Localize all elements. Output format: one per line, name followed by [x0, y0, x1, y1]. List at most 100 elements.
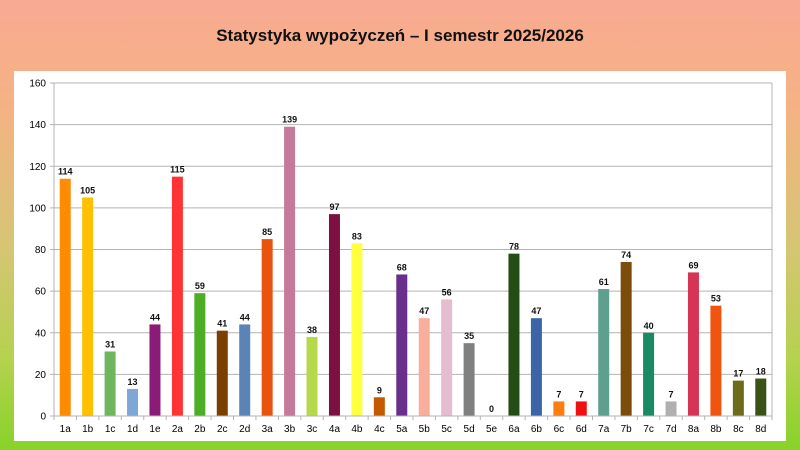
data-label-2d: 44: [240, 312, 250, 322]
x-axis-ticks: 1a 1b 1c 1d 1e 2a 2b 2c 2d 3a 3b 3c 4a 4b 4c 5a 5b 5c 5d 5e…: [53, 415, 773, 435]
data-label-4a: 97: [329, 202, 339, 212]
gridlines: [54, 82, 772, 417]
chart-title: Statystyka wypożyczeń – I semestr 2025/2…: [216, 26, 584, 45]
y-tick-label: 0: [40, 412, 46, 423]
x-tick-label-7a: 7a: [598, 424, 610, 435]
x-tick-label-7b: 7b: [621, 424, 633, 435]
y-tick-label: 160: [29, 79, 46, 90]
x-tick-label-6c: 6c: [554, 424, 565, 435]
x-tick-label-3b: 3b: [284, 424, 296, 435]
data-label-5a: 68: [397, 262, 407, 272]
data-label-8c: 17: [733, 369, 743, 379]
data-label-8b: 53: [711, 294, 721, 304]
data-label-6b: 47: [531, 306, 541, 316]
y-axis-ticks: 0 20 40 60 80 100 120 140 160: [29, 79, 773, 423]
data-label-1b: 105: [80, 185, 95, 195]
chart-panel: 0 20 40 60 80 100 120 140 160 114 105 31 13 44 115 59 4…: [14, 71, 786, 441]
x-tick-label-2a: 2a: [172, 424, 184, 435]
x-tick-label-5a: 5a: [396, 424, 408, 435]
data-label-3b: 139: [282, 115, 297, 125]
bar-7b: [620, 261, 632, 416]
bar-7d: [665, 401, 677, 416]
bar-1c: [104, 351, 116, 416]
y-tick-label: 140: [29, 120, 46, 131]
bar-2d: [239, 324, 251, 416]
x-tick-label-1b: 1b: [82, 424, 94, 435]
data-label-5d: 35: [464, 331, 474, 341]
bar-6d: [575, 401, 587, 416]
bar-4c: [373, 397, 385, 416]
bar-6c: [553, 401, 565, 416]
data-label-6a: 78: [509, 242, 519, 252]
bar-2b: [194, 293, 206, 416]
bars: [59, 126, 767, 417]
bar-4b: [351, 243, 363, 416]
y-tick-label: 40: [35, 328, 47, 339]
bar-chart: 0 20 40 60 80 100 120 140 160 114 105 31 13 44 115 59 4…: [29, 79, 773, 435]
y-tick-label: 100: [29, 203, 46, 214]
bar-7a: [598, 289, 610, 416]
x-tick-label-5e: 5e: [486, 424, 498, 435]
x-tick-label-8a: 8a: [688, 424, 700, 435]
data-label-5b: 47: [419, 306, 429, 316]
bar-3b: [284, 126, 296, 417]
x-tick-label-8c: 8c: [733, 424, 744, 435]
data-label-5c: 56: [442, 287, 452, 297]
bar-4a: [328, 214, 340, 416]
data-label-1a: 114: [58, 167, 73, 177]
data-label-1e: 44: [150, 312, 160, 322]
x-tick-label-3a: 3a: [262, 424, 274, 435]
data-label-7a: 61: [599, 277, 609, 287]
bar-3a: [261, 239, 273, 416]
data-label-2c: 41: [217, 319, 227, 329]
data-label-4b: 83: [352, 231, 362, 241]
bar-8b: [710, 305, 722, 416]
x-tick-label-6d: 6d: [576, 424, 587, 435]
x-tick-label-4b: 4b: [351, 424, 363, 435]
data-label-4c: 9: [377, 385, 382, 395]
bar-5b: [418, 318, 430, 416]
data-label-3c: 38: [307, 325, 317, 335]
data-label-2a: 115: [170, 165, 185, 175]
bar-8a: [687, 272, 699, 416]
data-label-1d: 13: [128, 377, 138, 387]
data-label-7c: 40: [644, 321, 654, 331]
data-label-7d: 7: [669, 389, 674, 399]
x-tick-label-2d: 2d: [239, 424, 250, 435]
data-label-3a: 85: [262, 227, 272, 237]
bar-2a: [171, 176, 183, 416]
data-label-8a: 69: [688, 260, 698, 270]
data-label-7b: 74: [621, 250, 631, 260]
bar-8d: [755, 378, 767, 416]
x-tick-label-3c: 3c: [307, 424, 318, 435]
bar-5a: [396, 274, 408, 416]
x-tick-label-7c: 7c: [643, 424, 654, 435]
x-tick-label-7d: 7d: [665, 424, 676, 435]
bar-6b: [530, 318, 542, 416]
bar-1b: [82, 197, 94, 416]
data-label-5e: 0: [489, 404, 494, 414]
x-tick-label-1a: 1a: [60, 424, 72, 435]
data-label-6c: 7: [556, 389, 561, 399]
bar-2c: [216, 330, 228, 416]
y-tick-label: 120: [29, 162, 46, 173]
y-tick-label: 20: [35, 370, 47, 381]
bar-7c: [643, 332, 655, 416]
x-tick-label-5d: 5d: [464, 424, 475, 435]
y-tick-label: 60: [35, 287, 47, 298]
x-tick-label-5c: 5c: [441, 424, 452, 435]
y-tick-label: 80: [35, 245, 47, 256]
x-tick-label-1d: 1d: [127, 424, 138, 435]
x-tick-label-1e: 1e: [149, 424, 161, 435]
data-label-8d: 18: [756, 367, 766, 377]
x-tick-label-6b: 6b: [531, 424, 543, 435]
x-tick-label-2c: 2c: [217, 424, 228, 435]
x-tick-label-8d: 8d: [755, 424, 766, 435]
bar-1a: [59, 178, 71, 416]
bar-6a: [508, 253, 520, 416]
bar-1d: [127, 388, 139, 416]
x-tick-label-4a: 4a: [329, 424, 341, 435]
data-label-2b: 59: [195, 281, 205, 291]
bar-5c: [441, 299, 453, 416]
x-tick-label-4c: 4c: [374, 424, 385, 435]
